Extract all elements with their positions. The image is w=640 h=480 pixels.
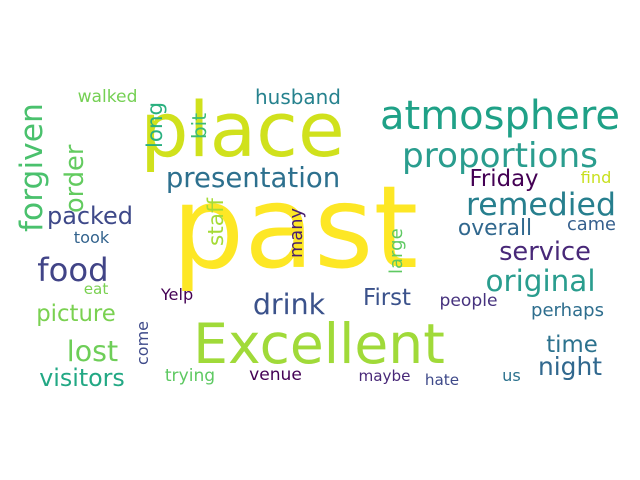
- word-staff: staff: [204, 198, 230, 246]
- word-came: came: [567, 214, 616, 236]
- word-drink: drink: [252, 287, 326, 321]
- word-us: us: [502, 366, 521, 386]
- word-service: service: [499, 236, 591, 267]
- word-picture: picture: [36, 300, 116, 327]
- word-bit: bit: [186, 112, 211, 139]
- word-find: find: [580, 168, 612, 188]
- word-large: large: [386, 228, 408, 274]
- word-first: First: [363, 284, 411, 311]
- word-friday: Friday: [469, 165, 539, 192]
- word-many: many: [287, 208, 308, 258]
- word-packed: packed: [46, 202, 133, 231]
- word-proportions: proportions: [402, 135, 598, 176]
- word-past: past: [171, 161, 419, 294]
- word-forgiven: forgiven: [13, 103, 50, 233]
- word-time: time: [546, 331, 598, 358]
- word-overall: overall: [457, 215, 533, 241]
- word-food: food: [37, 250, 109, 289]
- word-night: night: [538, 352, 602, 382]
- word-lost: lost: [66, 334, 119, 368]
- word-eat: eat: [83, 280, 109, 299]
- word-original: original: [485, 263, 596, 298]
- word-yelp: Yelp: [160, 285, 194, 305]
- word-hate: hate: [424, 371, 460, 390]
- word-walked: walked: [77, 87, 138, 108]
- word-remedied: remedied: [466, 186, 616, 223]
- word-presentation: presentation: [165, 161, 341, 194]
- word-excellent: Excellent: [193, 312, 445, 377]
- word-atmosphere: atmosphere: [380, 93, 620, 139]
- word-husband: husband: [255, 85, 341, 110]
- word-place: place: [140, 85, 345, 174]
- word-visitors: visitors: [39, 363, 125, 392]
- word-took: took: [73, 228, 110, 248]
- word-trying: trying: [164, 366, 216, 387]
- word-venue: venue: [249, 365, 302, 386]
- word-perhaps: perhaps: [531, 300, 604, 322]
- word-long: long: [143, 102, 169, 148]
- word-maybe: maybe: [358, 367, 411, 386]
- word-people: people: [439, 291, 498, 312]
- word-come: come: [133, 321, 152, 365]
